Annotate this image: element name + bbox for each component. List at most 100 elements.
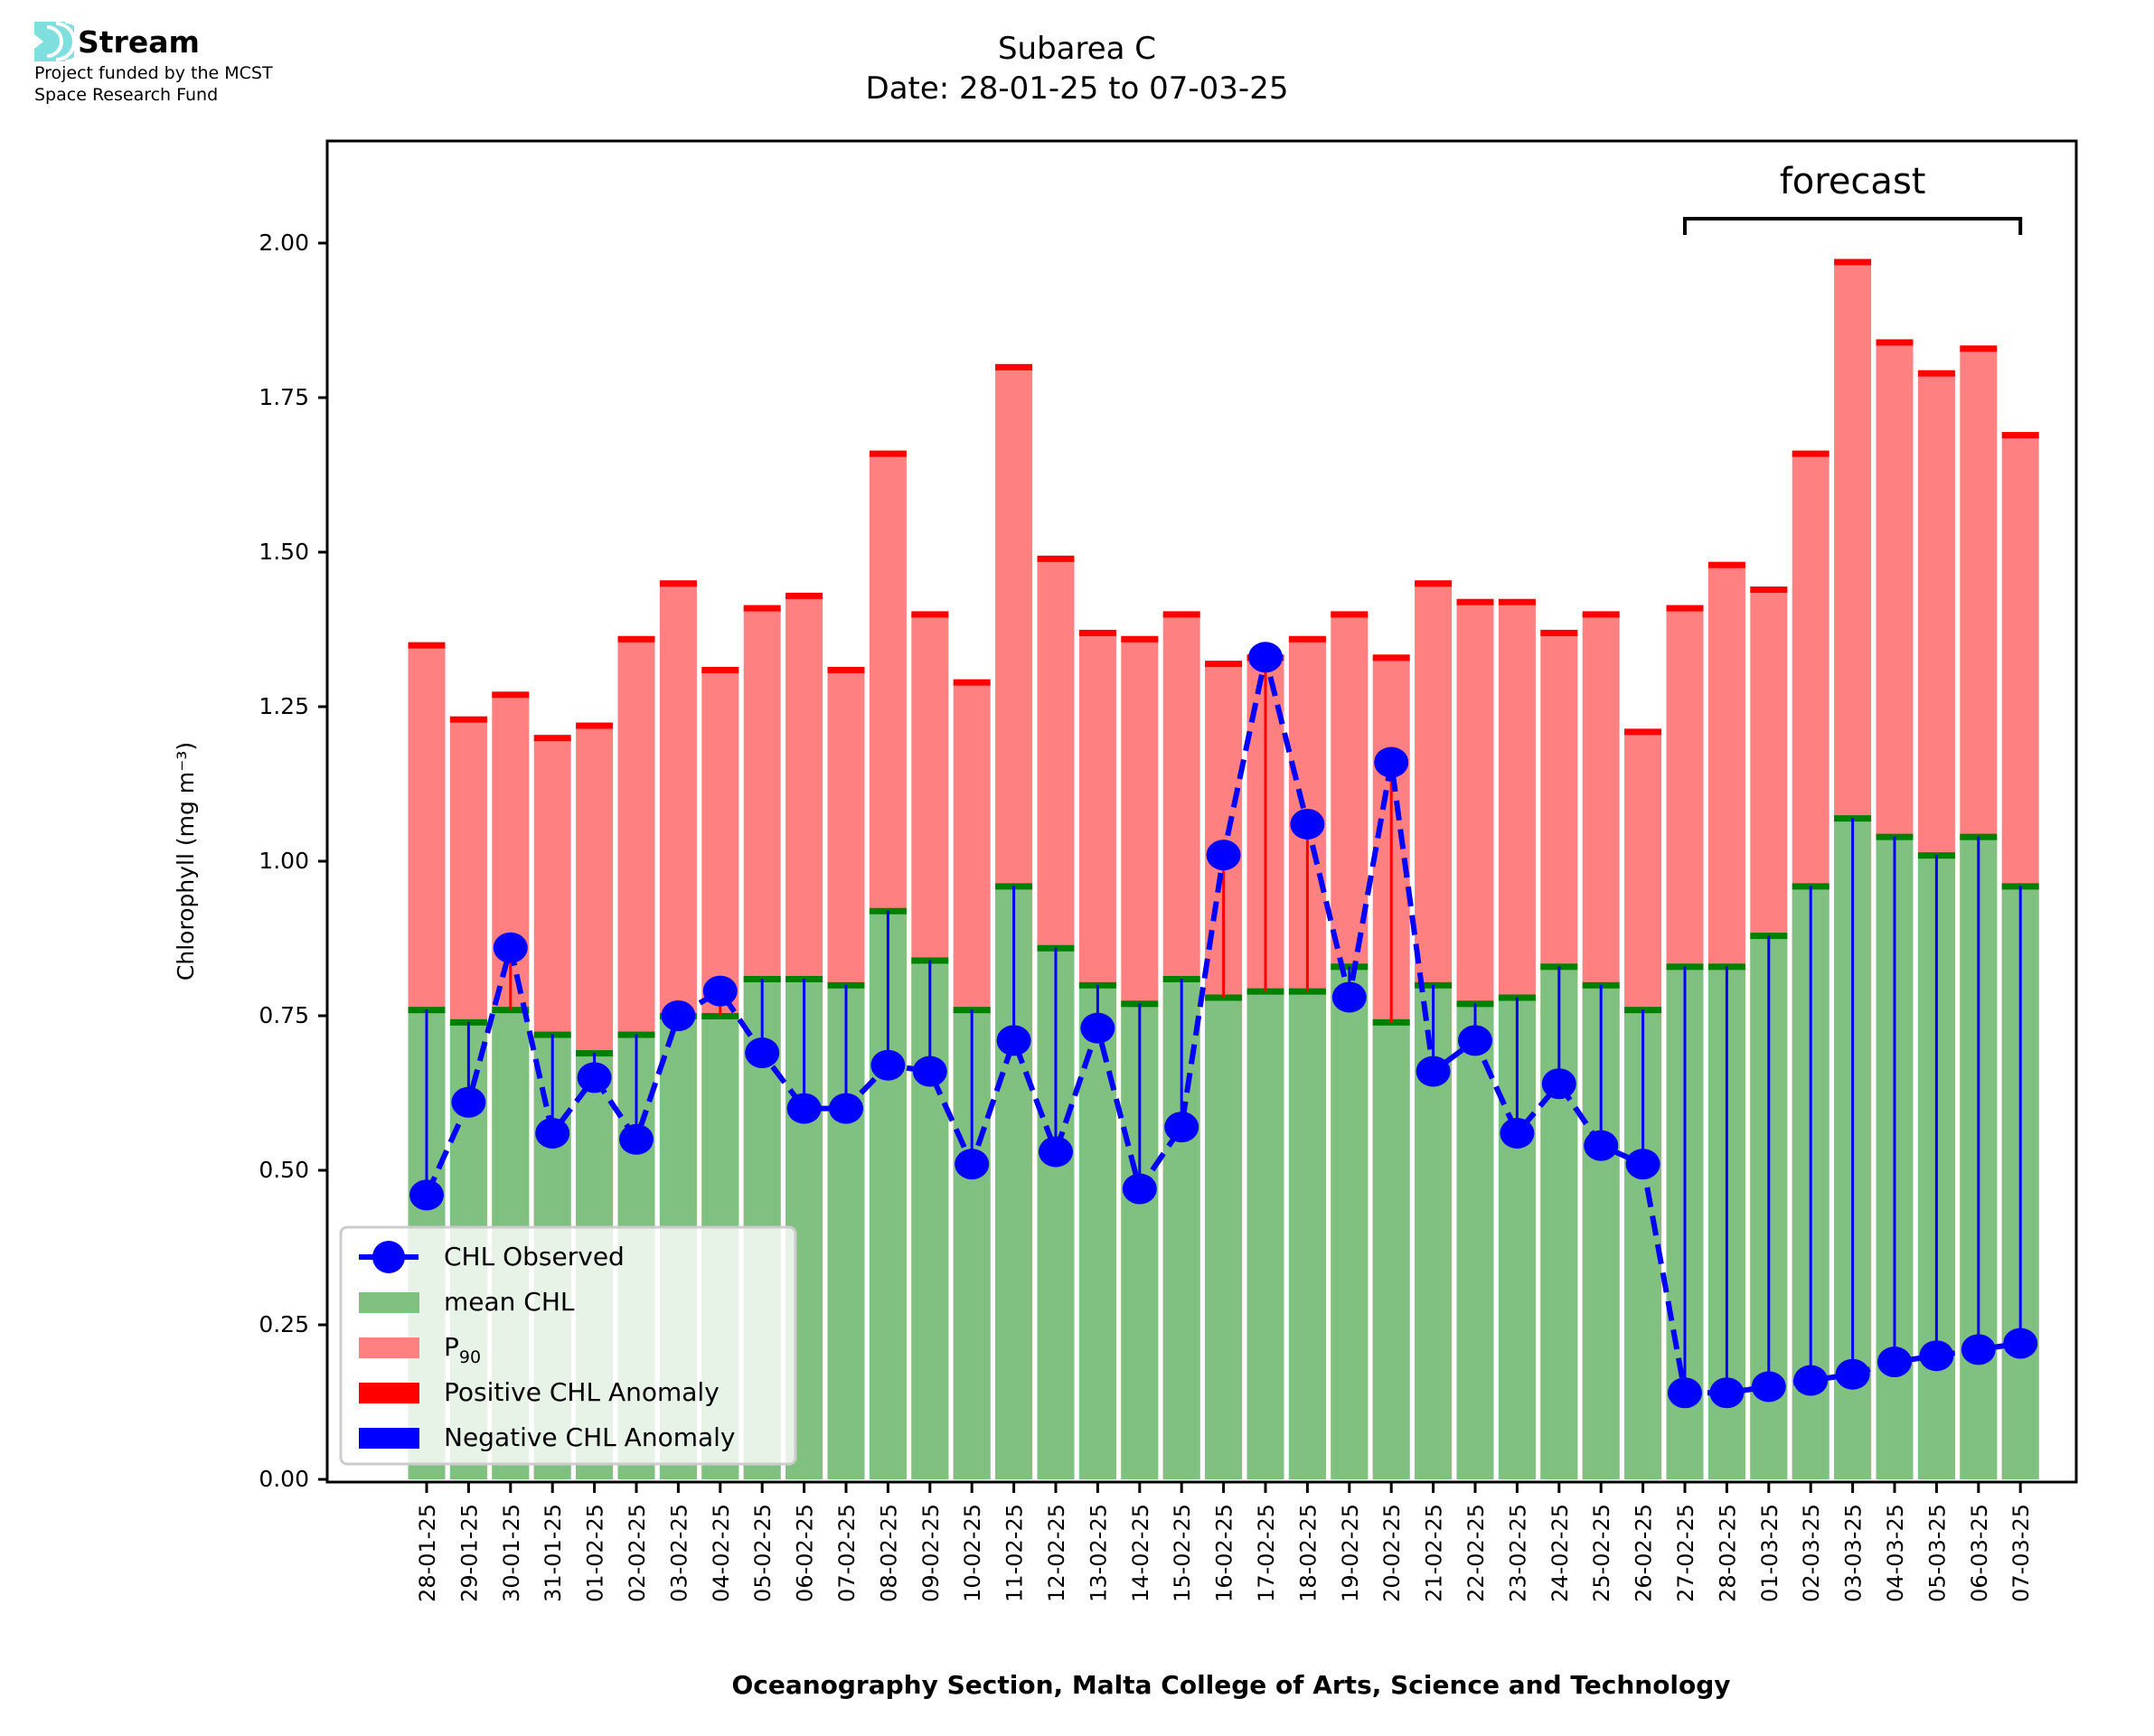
observed-point [1668,1377,1702,1409]
logo-funding-line-2: Space Research Fund [34,85,219,105]
x-tick-label: 05-03-25 [1924,1504,1950,1602]
p90-bar-top [1834,258,1872,266]
observed-point [493,932,528,963]
p90-bar-top [1707,561,1745,568]
y-tick-label: 1.25 [259,693,309,719]
p90-bar-top [1415,580,1453,587]
p90-bar-top [827,666,865,673]
p90-bar-top [492,691,530,699]
mean-bar [1372,1021,1410,1479]
y-tick-label: 0.75 [259,1002,309,1028]
observed-point [1751,1371,1786,1403]
observed-point [955,1149,990,1180]
p90-bar-top [1121,635,1159,643]
legend-label: mean CHL [444,1287,575,1317]
mean-bar [1331,966,1369,1479]
y-tick-label: 1.00 [259,848,309,874]
observed-point [1374,746,1409,778]
x-tick-label: 21-02-25 [1422,1504,1447,1602]
p90-bar-top [617,635,655,643]
observed-point [1584,1130,1619,1161]
p90-bar-top [1624,728,1662,736]
observed-point [1541,1068,1576,1100]
x-tick-label: 10-02-25 [960,1504,985,1602]
observed-point [1793,1365,1829,1396]
observed-point [1961,1334,1996,1365]
observed-point [829,1093,863,1124]
p90-bar-top [1162,611,1200,618]
chart-subtitle: Date: 28-01-25 to 07-03-25 [865,70,1289,107]
mean-bar-top [701,1013,739,1019]
p90-bar-top [1582,611,1620,618]
stream-waves-icon [34,22,74,61]
observed-point [577,1062,612,1093]
mean-bar [1288,990,1326,1479]
p90-bar-top [1540,629,1578,636]
observed-point [1122,1173,1157,1205]
x-tick-label: 03-02-25 [666,1504,691,1602]
observed-point [2003,1328,2038,1359]
legend-swatch [359,1292,419,1313]
mean-bar-top [492,1007,530,1014]
x-tick-label: 03-03-25 [1841,1504,1867,1602]
p90-bar-top [1666,605,1704,612]
p90-bar-top [1876,339,1914,346]
x-tick-label: 30-01-25 [499,1504,524,1602]
y-tick-label: 0.00 [259,1466,309,1492]
p90-bar-top [953,679,991,686]
legend-label: Negative CHL Anomaly [444,1422,735,1452]
mean-bar [1205,997,1243,1479]
x-tick-label: 06-03-25 [1967,1504,1992,1602]
x-tick-label: 20-02-25 [1379,1504,1405,1602]
x-tick-label: 12-02-25 [1044,1504,1069,1602]
legend-observed-marker [372,1241,405,1273]
p90-bar-top [1372,654,1410,662]
observed-point [702,975,738,1007]
y-tick-label: 1.50 [259,539,309,565]
stream-logo: Stream Project funded by the MCST Space … [34,22,273,105]
p90-bar-top [1037,555,1075,562]
y-axis-label: Chlorophyll (mg m⁻³) [173,742,199,981]
x-tick-label: 16-02-25 [1212,1504,1237,1602]
observed-point [745,1037,780,1069]
x-tick-label: 04-03-25 [1883,1504,1908,1602]
y-tick-label: 2.00 [259,230,309,256]
observed-point [1919,1340,1954,1372]
observed-point [1416,1056,1451,1087]
x-tick-label: 04-02-25 [709,1504,734,1602]
observed-point [661,1000,696,1031]
forecast-label: forecast [1780,161,1926,202]
logo-name: Stream [78,23,200,60]
legend-label: CHL Observed [444,1242,625,1272]
observed-point [535,1117,570,1149]
p90-bar-top [1205,661,1243,668]
p90-bar-top [408,642,446,649]
observed-point [870,1049,906,1081]
p90-bar-top [1792,450,1829,457]
x-tick-label: 01-02-25 [583,1504,608,1602]
observed-point [1709,1377,1745,1409]
y-tick-label: 0.50 [259,1157,309,1183]
x-tick-label: 08-02-25 [876,1504,901,1602]
p90-bar-top [1498,598,1536,605]
observed-point [451,1086,486,1118]
x-tick-label: 28-01-25 [415,1504,440,1602]
logo-funding-line-1: Project funded by the MCST [34,63,273,83]
legend-swatch [359,1383,419,1403]
p90-bar-top [1078,629,1116,636]
observed-point [912,1056,947,1087]
mean-bar-top [1372,1018,1410,1026]
x-tick-label: 29-01-25 [456,1504,482,1602]
p90-bar-top [1750,586,1788,594]
x-tick-label: 19-02-25 [1338,1504,1363,1602]
x-tick-label: 01-03-25 [1757,1504,1782,1602]
p90-bar-top [449,716,487,723]
p90-bar-top [743,605,781,612]
axes-layer: 0.00 0.25 0.50 0.75 1.00 1.25 1.50 1.75 2.00 Chlo… [173,139,2078,1602]
forecast-bracket [1683,217,2023,235]
p90-bar-top [1917,370,1955,377]
observed-point [619,1123,654,1155]
x-tick-label: 22-02-25 [1463,1504,1489,1602]
chart-title: Subarea C [997,31,1157,67]
legend-swatch [359,1337,419,1358]
